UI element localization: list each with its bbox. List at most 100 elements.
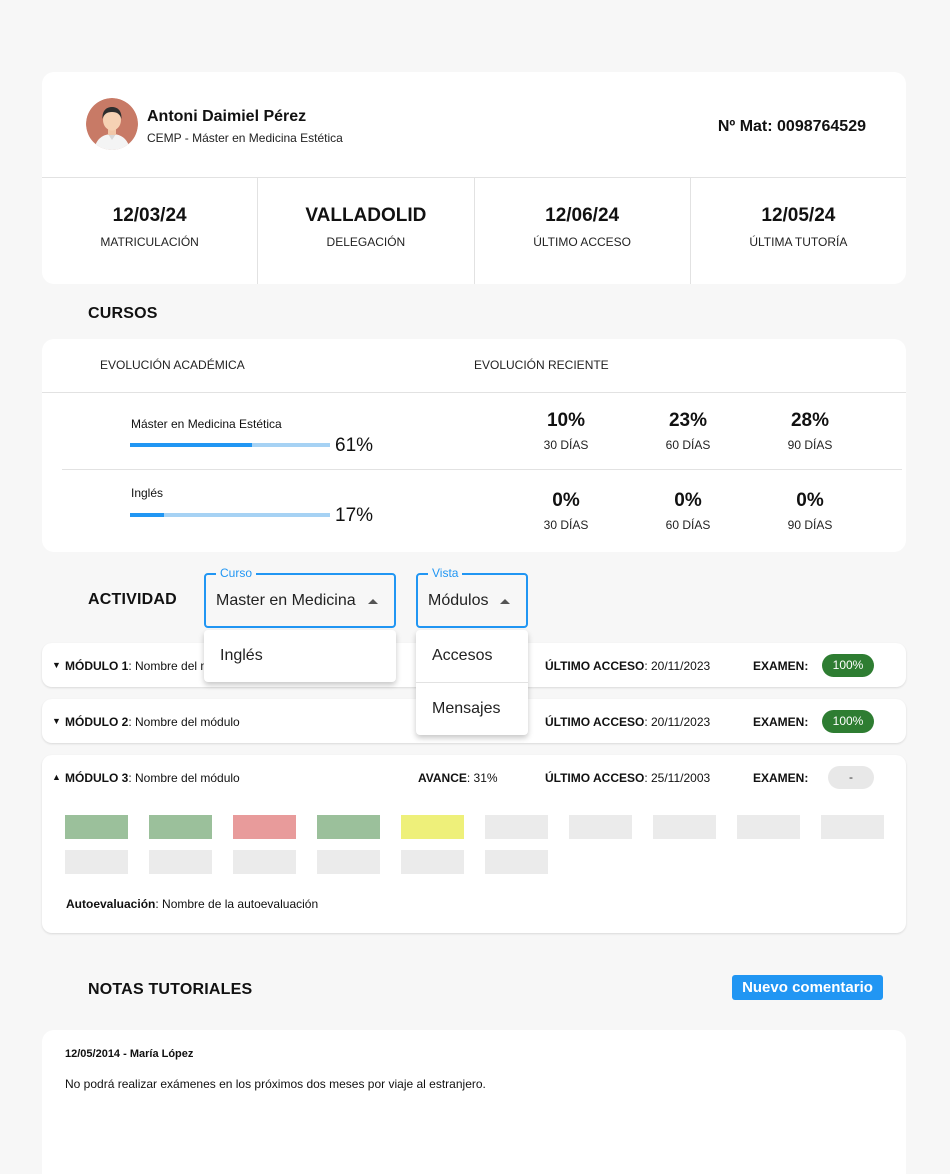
lesson-tile-done[interactable]: [149, 815, 212, 839]
course-name: Máster en Medicina Estética: [131, 417, 282, 431]
recent-value: 28%: [790, 410, 830, 431]
stat-label: MATRICULACIÓN: [100, 235, 199, 249]
divider: [62, 469, 902, 470]
lesson-tile-pending[interactable]: [65, 850, 128, 874]
lesson-tile-pending[interactable]: [485, 815, 548, 839]
module-label: MÓDULO 3: [65, 771, 129, 785]
lesson-tile-failed[interactable]: [233, 815, 296, 839]
activity-title: ACTIVIDAD: [88, 591, 177, 608]
enrollment-number: Nº Mat: 0098764529: [717, 118, 866, 135]
last-access-value: : 25/11/2003: [644, 771, 711, 785]
self-evaluation: Autoevaluación: Nombre de la autoevaluac…: [66, 897, 318, 911]
module-name: : Nombre del módulo: [128, 771, 240, 785]
stat-label: ÚLTIMO ACCESO: [533, 235, 632, 249]
expand-arrow-icon[interactable]: ▼: [52, 660, 61, 670]
caret-up-icon: [500, 599, 510, 604]
stat-delegation: VALLADOLID DELEGACIÓN: [258, 178, 475, 284]
student-name: Antoni Daimiel Pérez: [147, 108, 307, 125]
student-program: CEMP - Máster en Medicina Estética: [147, 131, 343, 145]
course-progress-bar: [130, 513, 330, 517]
course-progress-fill: [130, 443, 252, 447]
last-access-value: : 20/11/2023: [644, 715, 711, 729]
lesson-tile-pending[interactable]: [653, 815, 716, 839]
course-progress-value: 17%: [335, 505, 374, 526]
recent-label: 60 DÍAS: [665, 438, 711, 452]
exam-label: EXAMEN:: [753, 771, 809, 785]
new-comment-button[interactable]: Nuevo comentario: [732, 975, 883, 1000]
course-select[interactable]: Curso Master en Medicina: [204, 566, 396, 628]
lesson-tile-pending[interactable]: [485, 850, 548, 874]
note-header: 12/05/2014 - María López: [65, 1048, 194, 1060]
notes-card: 12/05/2014 - María López No podrá realiz…: [42, 1030, 906, 1174]
stat-value: 12/03/24: [112, 205, 187, 226]
stat-value: 12/05/24: [761, 205, 836, 226]
course-name: Inglés: [131, 486, 164, 500]
notes-title: NOTAS TUTORIALES: [88, 981, 253, 998]
recent-label: 30 DÍAS: [543, 438, 589, 452]
lesson-tile-pending[interactable]: [317, 850, 380, 874]
view-select-menu: Accesos Mensajes: [416, 630, 528, 735]
lesson-tile-done[interactable]: [65, 815, 128, 839]
recent-90-days: 0% 90 DÍAS: [765, 490, 855, 532]
recent-30-days: 10% 30 DÍAS: [521, 410, 611, 452]
module-last-access: ÚLTIMO ACCESO: 20/11/2023: [545, 715, 710, 729]
module-label: MÓDULO 2: [65, 715, 129, 729]
recent-label: 90 DÍAS: [787, 438, 833, 452]
view-option-mensajes[interactable]: Mensajes: [432, 700, 501, 717]
stat-label: DELEGACIÓN: [326, 235, 406, 249]
student-profile-card: Antoni Daimiel Pérez CEMP - Máster en Me…: [42, 72, 906, 284]
module-last-access: ÚLTIMO ACCESO: 25/11/2003: [545, 771, 710, 785]
module-last-access: ÚLTIMO ACCESO: 20/11/2023: [545, 659, 710, 673]
self-eval-name: : Nombre de la autoevaluación: [155, 897, 319, 911]
note-body: No podrá realizar exámenes en los próxim…: [65, 1077, 486, 1091]
lesson-tile-pending[interactable]: [233, 850, 296, 874]
lesson-tile-done[interactable]: [317, 815, 380, 839]
course-progress-value: 61%: [335, 435, 374, 456]
progress-value: : 31%: [466, 771, 498, 785]
module-label: MÓDULO 1: [65, 659, 129, 673]
view-select[interactable]: Vista Módulos: [416, 566, 528, 628]
recent-value: 10%: [546, 410, 586, 431]
collapse-arrow-icon[interactable]: ▲: [52, 772, 61, 782]
view-option-accesos[interactable]: Accesos: [432, 647, 493, 664]
exam-badge: 100%: [822, 654, 874, 677]
course-progress-fill: [130, 513, 164, 517]
recent-label: 30 DÍAS: [543, 518, 589, 532]
divider: [416, 682, 528, 683]
stat-enrollment-date: 12/03/24 MATRICULACIÓN: [42, 178, 259, 284]
stat-value: VALLADOLID: [305, 205, 427, 226]
avatar: [86, 98, 138, 150]
stat-last-access: 12/06/24 ÚLTIMO ACCESO: [475, 178, 691, 284]
stats-row: 12/03/24 MATRICULACIÓN VALLADOLID DELEGA…: [42, 177, 906, 284]
module-card-expanded[interactable]: ▲ MÓDULO 3: Nombre del módulo AVANCE: 31…: [42, 755, 906, 933]
lesson-tile-in-progress[interactable]: [401, 815, 464, 839]
lesson-tile-pending[interactable]: [149, 850, 212, 874]
course-select-menu: Inglés: [204, 630, 396, 682]
lesson-tile-pending[interactable]: [821, 815, 884, 839]
module-progress: AVANCE: 31%: [418, 771, 498, 785]
lesson-tile-pending[interactable]: [569, 815, 632, 839]
expand-arrow-icon[interactable]: ▼: [52, 716, 61, 726]
courses-title: CURSOS: [88, 305, 158, 322]
stat-label: ÚLTIMA TUTORÍA: [749, 235, 848, 249]
recent-value: 0%: [552, 490, 580, 511]
exam-label: EXAMEN:: [753, 659, 809, 673]
recent-label: 60 DÍAS: [665, 518, 711, 532]
progress-label: AVANCE: [418, 771, 467, 785]
divider: [42, 392, 906, 393]
course-select-legend: Curso: [216, 566, 257, 580]
lesson-tile-pending[interactable]: [401, 850, 464, 874]
caret-up-icon: [368, 599, 378, 604]
last-access-label: ÚLTIMO ACCESO: [545, 659, 645, 673]
recent-30-days: 0% 30 DÍAS: [521, 490, 611, 532]
course-option-ingles[interactable]: Inglés: [220, 647, 263, 664]
lesson-tile-pending[interactable]: [737, 815, 800, 839]
recent-value: 0%: [674, 490, 702, 511]
exam-badge: -: [828, 766, 874, 789]
recent-label: 90 DÍAS: [787, 518, 833, 532]
last-access-value: : 20/11/2023: [644, 659, 711, 673]
exam-label: EXAMEN:: [753, 715, 809, 729]
module-name: : Nombre del módulo: [128, 715, 240, 729]
academic-evolution-header: EVOLUCIÓN ACADÉMICA: [100, 358, 245, 372]
exam-badge: 100%: [822, 710, 874, 733]
